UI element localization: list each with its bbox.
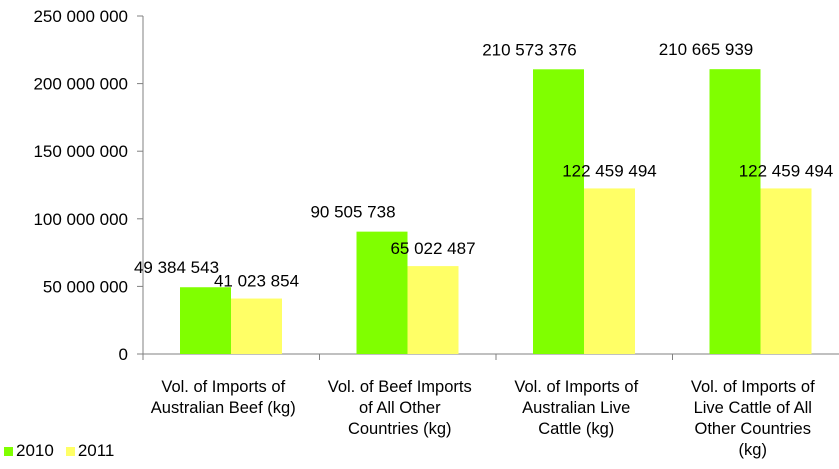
data-label-2011-1: 41 023 854 — [214, 272, 299, 291]
y-tick-label: 100 000 000 — [33, 210, 128, 229]
category-label-1: Vol. of Imports of Australian Beef (kg) — [151, 378, 296, 417]
category-label-line: of All Other — [359, 399, 441, 417]
category-label-line: Cattle (kg) — [538, 420, 614, 438]
data-label-2011-4: 122 459 494 — [739, 161, 834, 180]
bar-2010-1 — [180, 287, 231, 354]
category-label-4: Vol. of Imports of Live Cattle of All Othe… — [691, 378, 815, 459]
y-tick-label: 250 000 000 — [33, 7, 128, 26]
category-label-line: Other Countries — [695, 420, 811, 438]
y-tick-label: 0 — [119, 345, 128, 364]
bar-2010-3 — [533, 69, 584, 354]
category-labels: Vol. of Imports of Australian Beef (kg)Vo… — [151, 378, 815, 459]
category-label-line: Vol. of Beef Imports — [328, 378, 472, 396]
data-label-2010-3: 210 573 376 — [482, 40, 577, 59]
data-label-2010-4: 210 665 939 — [659, 40, 754, 59]
legend-swatch-2011 — [65, 446, 75, 456]
category-label-line: Australian Live — [522, 399, 630, 417]
category-label-3: Vol. of Imports of Australian Live Cattle … — [514, 378, 638, 438]
category-label-line: (kg) — [739, 441, 767, 459]
bar-2011-2 — [407, 266, 459, 354]
bar-2011-1 — [231, 298, 282, 354]
bar-2011-3 — [584, 188, 635, 354]
category-label-line: Vol. of Imports of — [161, 378, 285, 396]
legend-label-2010: 2010 — [16, 441, 54, 460]
data-label-2010-1: 49 384 543 — [134, 258, 219, 277]
y-tick-label: 150 000 000 — [33, 142, 128, 161]
data-label-2011-2: 65 022 487 — [390, 239, 475, 258]
category-label-line: Australian Beef (kg) — [151, 399, 296, 417]
legend-label-2011: 2011 — [77, 441, 115, 460]
y-tick-label: 50 000 000 — [43, 277, 128, 296]
category-label-line: Countries (kg) — [348, 420, 452, 438]
category-label-2: Vol. of Beef Imports of All Other Countrie… — [328, 378, 472, 438]
bar-2011-4 — [760, 188, 812, 354]
legend-item-2011: 2011 — [65, 441, 115, 461]
legend: 2010 2011 — [4, 441, 126, 461]
legend-swatch-2010 — [4, 446, 13, 456]
bar-2010-2 — [356, 231, 408, 354]
legend-item-2010: 2010 — [4, 441, 54, 461]
category-label-line: Vol. of Imports of — [691, 378, 815, 396]
data-label-2011-3: 122 459 494 — [562, 161, 657, 180]
bars — [180, 69, 812, 354]
y-tick-label: 200 000 000 — [33, 75, 128, 94]
bar-2010-4 — [709, 69, 761, 354]
data-label-2010-2: 90 505 738 — [310, 203, 395, 222]
axes: 0 50 000 000 100 000 000 150 000 000 200 000… — [33, 7, 839, 364]
category-label-line: Live Cattle of All — [694, 399, 812, 417]
category-label-line: Vol. of Imports of — [514, 378, 638, 396]
